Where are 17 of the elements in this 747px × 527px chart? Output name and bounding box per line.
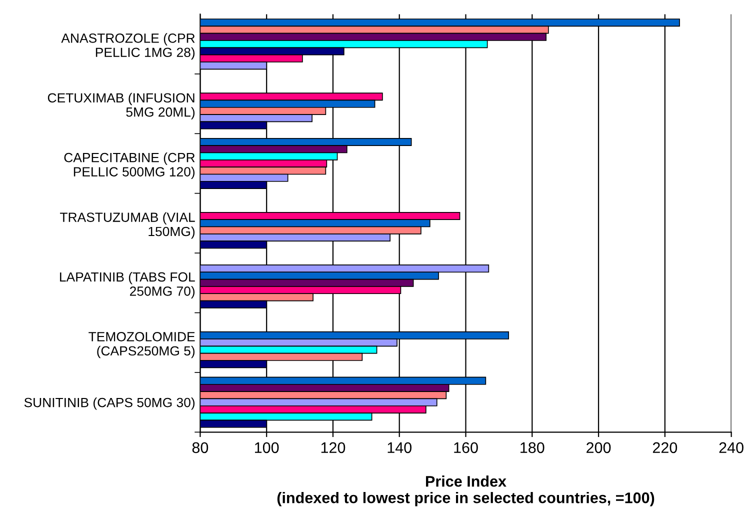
x-tick-label: 220 — [652, 442, 678, 454]
y-tick-label: LAPATINIB (TABS FOL 250MG 70) — [60, 272, 195, 298]
x-tick-label: 240 — [719, 442, 744, 454]
x-axis-title: Price Index (indexed to lowest price in selected countries, =100) — [277, 476, 654, 506]
x-tick-label: 140 — [388, 442, 412, 454]
x-tick-label: 120 — [321, 442, 346, 454]
x-tick-label: 180 — [520, 442, 544, 454]
y-tick-label: TRASTUZUMAB (VIAL 150MG) — [60, 212, 195, 239]
y-tick-label: CAPECITABINE (CPR PELLIC 500MG 120) — [64, 152, 195, 180]
x-tick-label: 160 — [454, 442, 478, 454]
x-tick-label: 200 — [586, 442, 611, 454]
y-tick-label: SUNITINIB (CAPS 50MG 30) — [24, 398, 195, 410]
y-tick-label: ANASTROZOLE (CPR PELLIC 1MG 28) — [61, 33, 195, 60]
x-tick-label: 80 — [192, 442, 208, 454]
y-tick-label: TEMOZOLOMIDE (CAPS250MG 5) — [88, 332, 195, 358]
y-tick-label: CETUXIMAB (INFUSION 5MG 20ML) — [48, 92, 195, 120]
x-tick-label: 100 — [255, 442, 279, 454]
